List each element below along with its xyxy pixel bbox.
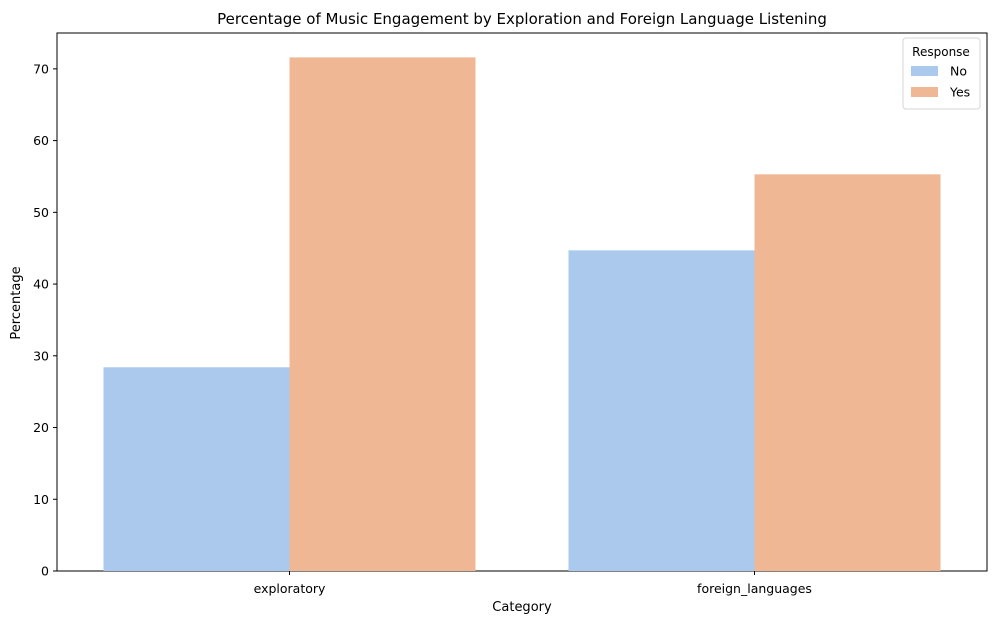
bar-yes-foreign_languages [754, 174, 941, 571]
y-axis-label: Percentage [9, 266, 24, 339]
y-tick-label-30: 30 [33, 348, 49, 363]
plot-frame [56, 32, 988, 572]
x-axis-label: Category [492, 600, 552, 615]
x-tick-label-foreign_languages: foreign_languages [697, 581, 812, 596]
bar-no-exploratory [103, 367, 290, 571]
plot-area [56, 32, 988, 572]
legend-label-no: No [950, 64, 967, 79]
y-axis: 0 10 20 30 40 50 60 70 [33, 61, 57, 579]
y-tick-label-60: 60 [33, 133, 49, 148]
y-tick-label-10: 10 [33, 492, 49, 507]
bars [103, 57, 941, 571]
legend: Response No Yes [902, 37, 981, 110]
chart-title: Percentage of Music Engagement by Explor… [217, 10, 827, 28]
legend-swatch-yes [911, 87, 938, 97]
bar-yes-exploratory [289, 57, 476, 571]
bar-no-foreign_languages [568, 250, 755, 571]
legend-swatch-no [911, 66, 938, 76]
y-tick-label-0: 0 [41, 564, 49, 579]
legend-title: Response [912, 45, 970, 59]
legend-label-yes: Yes [949, 85, 970, 100]
y-tick-label-70: 70 [33, 61, 49, 76]
y-tick-label-50: 50 [33, 205, 49, 220]
y-tick-label-20: 20 [33, 420, 49, 435]
x-axis: exploratory foreign_languages [254, 571, 812, 596]
y-tick-label-40: 40 [33, 277, 49, 292]
x-tick-label-exploratory: exploratory [254, 581, 326, 596]
